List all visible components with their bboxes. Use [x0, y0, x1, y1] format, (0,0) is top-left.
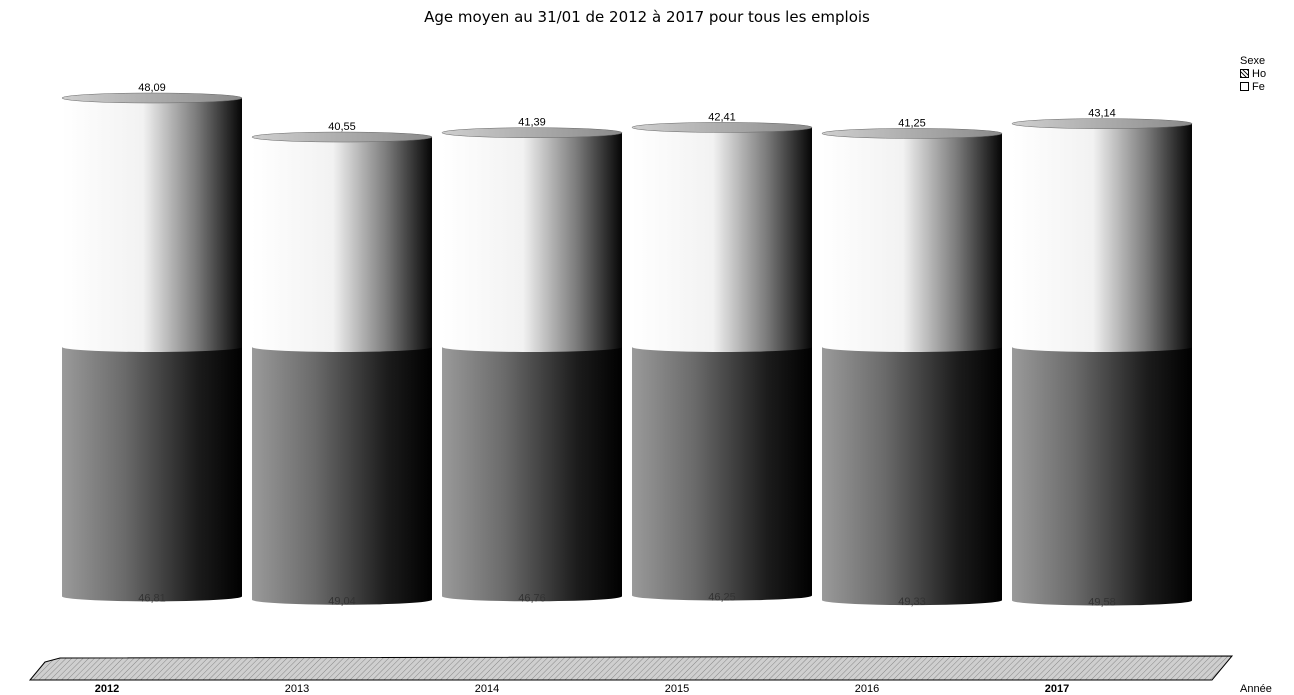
label-ho-2015: 46,25	[708, 592, 736, 604]
bar-fe-2013	[251, 131, 433, 352]
label-ho-2014: 46,76	[518, 592, 546, 604]
legend-item-ho: Ho	[1240, 67, 1266, 80]
bar-fe-2012	[61, 92, 243, 352]
bar-ho-2017	[1012, 347, 1192, 606]
x-tick-2016: 2016	[855, 683, 879, 695]
bar-fe-2017	[1011, 118, 1193, 352]
label-fe-2015: 42,41	[708, 111, 736, 123]
legend: Sexe Ho Fe	[1240, 55, 1266, 93]
legend-label-ho: Ho	[1252, 67, 1267, 80]
bar-ho-2012	[62, 347, 242, 602]
x-tick-2014: 2014	[475, 683, 499, 695]
label-fe-2013: 40,55	[328, 121, 356, 133]
bar-fe-2014	[441, 127, 623, 352]
label-ho-2016: 49,33	[898, 596, 926, 608]
label-fe-2017: 43,14	[1088, 108, 1116, 120]
label-fe-2016: 41,25	[898, 117, 926, 129]
legend-item-fe: Fe	[1240, 80, 1266, 93]
legend-title: Sexe	[1240, 55, 1266, 67]
chart-floor	[28, 655, 1234, 681]
legend-swatch-fe	[1240, 82, 1249, 91]
chart-title: Age moyen au 31/01 de 2012 à 2017 pour t…	[424, 8, 870, 26]
x-tick-2017: 2017	[1045, 683, 1069, 695]
label-fe-2012: 48,09	[138, 82, 166, 94]
x-tick-2015: 2015	[665, 683, 689, 695]
label-ho-2013: 49,04	[328, 596, 356, 608]
x-axis-label: Année	[1240, 683, 1272, 695]
bar-ho-2016	[822, 347, 1002, 606]
bar-ho-2014	[442, 347, 622, 602]
bar-fe-2015	[631, 122, 813, 353]
x-tick-2012: 2012	[95, 683, 119, 695]
bar-fe-2016	[821, 128, 1003, 352]
label-fe-2014: 41,39	[518, 117, 546, 129]
legend-swatch-ho	[1240, 69, 1249, 78]
x-tick-2013: 2013	[285, 683, 309, 695]
bar-ho-2013	[252, 347, 432, 605]
legend-label-fe: Fe	[1252, 80, 1265, 93]
bar-ho-2015	[632, 347, 812, 601]
label-ho-2017: 49,58	[1088, 597, 1116, 609]
label-ho-2012: 46,81	[138, 592, 166, 604]
